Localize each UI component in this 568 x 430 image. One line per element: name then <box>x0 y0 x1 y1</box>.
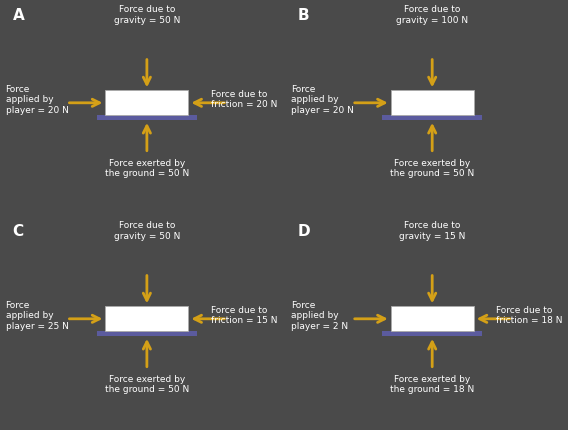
Text: Force due to
gravity = 15 N: Force due to gravity = 15 N <box>399 221 465 241</box>
Text: Force due to
friction = 20 N: Force due to friction = 20 N <box>211 90 277 109</box>
Text: Force exerted by
the ground = 50 N: Force exerted by the ground = 50 N <box>390 159 474 178</box>
Text: Force due to
gravity = 100 N: Force due to gravity = 100 N <box>396 5 468 25</box>
Text: Force due to
friction = 15 N: Force due to friction = 15 N <box>211 306 277 326</box>
Text: Force
applied by
player = 20 N: Force applied by player = 20 N <box>6 85 69 114</box>
Text: A: A <box>12 9 24 24</box>
Text: Force exerted by
the ground = 18 N: Force exerted by the ground = 18 N <box>390 375 474 394</box>
Text: Force
applied by
player = 25 N: Force applied by player = 25 N <box>6 301 69 331</box>
Text: Force due to
gravity = 50 N: Force due to gravity = 50 N <box>114 221 180 241</box>
Bar <box>391 306 474 332</box>
Text: Force
applied by
player = 2 N: Force applied by player = 2 N <box>291 301 348 331</box>
Bar <box>105 90 189 115</box>
Text: Force exerted by
the ground = 50 N: Force exerted by the ground = 50 N <box>105 375 189 394</box>
Text: D: D <box>298 224 311 240</box>
Text: Force due to
gravity = 50 N: Force due to gravity = 50 N <box>114 5 180 25</box>
Bar <box>382 115 482 120</box>
Text: Force exerted by
the ground = 50 N: Force exerted by the ground = 50 N <box>105 159 189 178</box>
Bar <box>391 90 474 115</box>
Bar <box>97 115 197 120</box>
Bar <box>382 332 482 336</box>
Bar <box>97 332 197 336</box>
Text: B: B <box>298 9 310 24</box>
Bar <box>105 306 189 332</box>
Text: Force
applied by
player = 20 N: Force applied by player = 20 N <box>291 85 354 114</box>
Text: C: C <box>12 224 24 240</box>
Text: Force due to
friction = 18 N: Force due to friction = 18 N <box>496 306 562 326</box>
